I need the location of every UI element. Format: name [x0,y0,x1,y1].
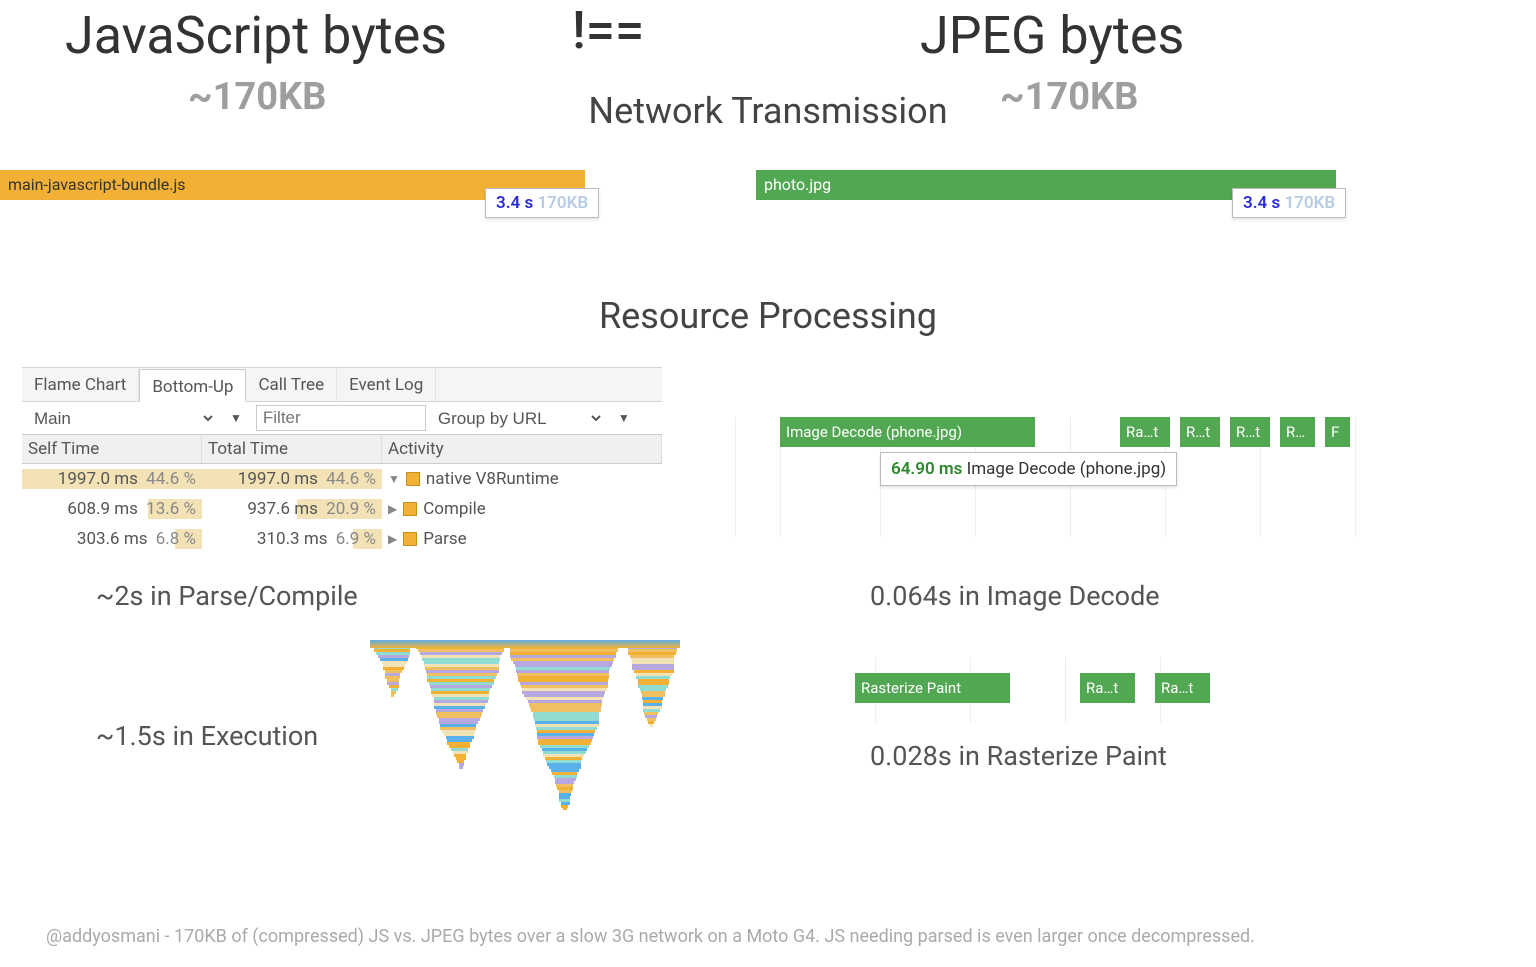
table-row[interactable]: 608.9 ms 13.6 %937.6 ms 20.9 %▶Compile [22,494,662,524]
tooltip-size: 170KB [1284,193,1335,213]
color-swatch [406,472,420,486]
decode-segment[interactable]: Image Decode (phone.jpg) [780,417,1035,447]
raster-segment[interactable]: Rasterize Paint [855,673,1010,703]
table-row[interactable]: 1997.0 ms 44.6 %1997.0 ms 44.6 %▼native … [22,464,662,494]
table-row[interactable]: 303.6 ms 6.8 %310.3 ms 6.9 %▶Parse [22,524,662,554]
raster-segment[interactable]: Ra…t [1080,673,1135,703]
col-selftime[interactable]: Self Time [22,435,202,463]
decode-timeline: Image Decode (phone.jpg) Ra…t R…t R…t R… F 64.… [735,417,1355,537]
raster-timeline: Rasterize Paint Ra…t Ra…t [855,665,1255,715]
group-select[interactable]: Group by URL [434,408,604,429]
expand-icon[interactable]: ▶ [388,532,397,546]
size-left: ~170KB [188,75,326,119]
tab-event-log[interactable]: Event Log [337,368,436,401]
self-time: 608.9 ms 13.6 % [22,499,202,519]
decode-segment[interactable]: F [1325,417,1350,447]
activity: ▶Parse [382,529,662,549]
network-tooltip-jpeg: 3.4 s 170KB [1232,188,1346,218]
tooltip-time: 3.4 s [1243,193,1280,213]
self-time: 1997.0 ms 44.6 % [22,469,202,489]
chevron-down-icon: ▼ [612,411,636,425]
gridline [735,417,736,537]
gridline [1065,657,1066,723]
devtools-panel: Flame ChartBottom-UpCall TreeEvent Log M… [22,367,662,554]
self-time: 303.6 ms 6.8 % [22,529,202,549]
total-time: 937.6 ms 20.9 % [202,499,382,519]
summary-decode: 0.064s in Image Decode [870,580,1160,612]
footer-credit: @addyosmani - 170KB of (compressed) JS v… [46,926,1255,947]
heading-jpeg: JPEG bytes [920,5,1184,66]
raster-segment[interactable]: Ra…t [1155,673,1210,703]
chevron-down-icon: ▼ [224,411,248,425]
decode-segment[interactable]: R… [1280,417,1315,447]
filter-input[interactable] [256,405,426,431]
section-resource: Resource Processing [0,295,1536,337]
thread-select[interactable]: Main [26,408,216,429]
summary-exec: ~1.5s in Execution [96,720,318,752]
color-swatch [403,502,417,516]
size-right: ~170KB [1000,75,1138,119]
tab-call-tree[interactable]: Call Tree [246,368,337,401]
col-totaltime[interactable]: Total Time [202,435,382,463]
flamechart-thumbnail [370,640,680,810]
heading-neq: !== [572,0,644,61]
summary-parse: ~2s in Parse/Compile [96,580,358,612]
activity: ▶Compile [382,499,662,519]
decode-segment[interactable]: R…t [1230,417,1270,447]
table-header: Self Time Total Time Activity [22,434,662,464]
total-time: 1997.0 ms 44.6 % [202,469,382,489]
expand-icon[interactable]: ▶ [388,502,397,516]
color-swatch [403,532,417,546]
heading-js: JavaScript bytes [65,5,447,66]
table-body: 1997.0 ms 44.6 %1997.0 ms 44.6 %▼native … [22,464,662,554]
network-tooltip-js: 3.4 s 170KB [485,188,599,218]
col-activity[interactable]: Activity [382,435,662,463]
total-time: 310.3 ms 6.9 % [202,529,382,549]
decode-segment[interactable]: Ra…t [1120,417,1170,447]
gridline [1355,417,1356,537]
expand-icon[interactable]: ▼ [388,472,400,486]
activity: ▼native V8Runtime [382,469,662,489]
tab-flame-chart[interactable]: Flame Chart [22,368,139,401]
devtools-tabs: Flame ChartBottom-UpCall TreeEvent Log [22,368,662,402]
summary-raster: 0.028s in Rasterize Paint [870,740,1167,772]
tooltip-size: 170KB [537,193,588,213]
tab-bottom-up[interactable]: Bottom-Up [139,369,246,402]
tooltip-time: 3.4 s [496,193,533,213]
decode-segment[interactable]: R…t [1180,417,1220,447]
decode-tooltip: 64.90 ms Image Decode (phone.jpg) [880,452,1177,486]
section-network: Network Transmission [588,90,947,132]
